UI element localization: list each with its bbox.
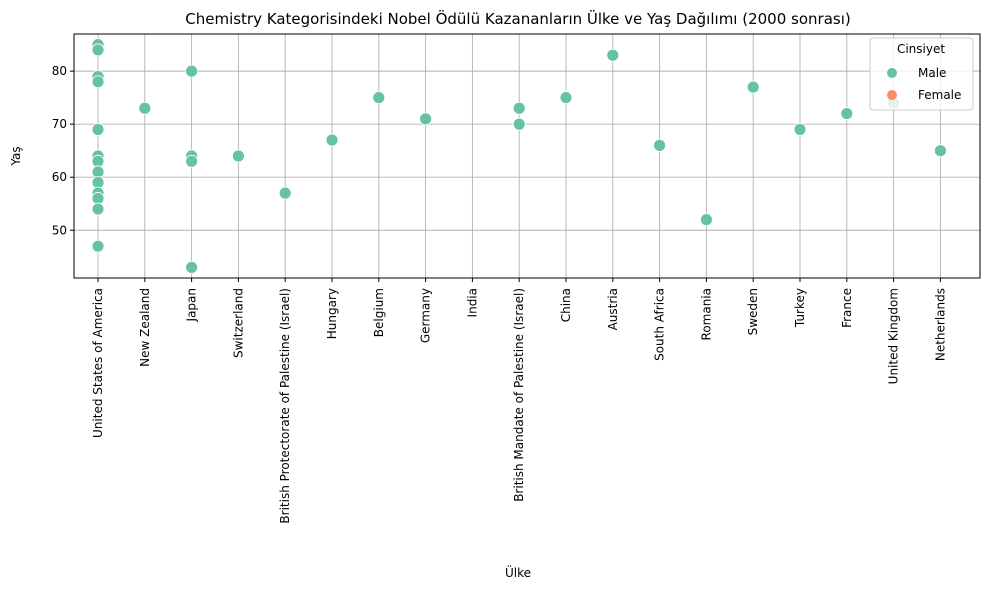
data-point-male [606,48,620,62]
x-tick-label-sweden: Sweden [746,288,760,335]
y-axis-label: Yaş [9,146,23,166]
data-point-male [91,43,105,57]
data-point-male [934,144,947,158]
data-point-male [793,123,807,136]
data-point-male [91,75,105,89]
legend-label-male: Male [918,66,946,80]
y-tick-label-50: 50 [52,223,67,237]
x-tick-label-china: China [559,288,573,322]
data-point-male [653,138,666,152]
x-tick-label-japan: Japan [185,288,199,322]
data-point-male [512,101,526,115]
x-tick-label-france: France [840,288,854,328]
x-tick-label-belgium: Belgium [372,288,386,337]
data-point-male [91,192,105,205]
y-tick-label-70: 70 [52,117,67,131]
data-point-male [559,91,573,105]
x-tick-label-hungary: Hungary [325,288,339,339]
grid-layer [74,34,980,278]
data-point-male [700,213,713,227]
x-tick-label-british-mandate-of-palestine-israel: British Mandate of Palestine (Israel) [512,288,526,502]
legend-marker-female [887,90,897,100]
data-point-male [91,154,105,168]
x-tick-label-united-states-of-america: United States of America [91,288,105,438]
data-point-male [512,117,526,131]
x-tick-label-austria: Austria [606,288,620,330]
x-tick-label-british-protectorate-of-palestine-israel: British Protectorate of Palestine (Israe… [278,288,292,524]
data-point-male [185,260,199,274]
y-tick-label-60: 60 [52,170,67,184]
legend-marker-male [887,68,897,78]
y-tick-label-80: 80 [52,64,67,78]
data-point-male [138,101,152,115]
x-tick-label-india: India [465,288,479,317]
x-tick-label-netherlands: Netherlands [933,288,947,361]
data-point-male [325,133,339,147]
data-point-male [231,149,245,163]
x-tick-label-new-zealand: New Zealand [138,288,152,367]
x-tick-label-turkey: Turkey [793,288,807,328]
data-point-male [278,186,292,200]
chart-title: Chemistry Kategorisindeki Nobel Ödülü Ka… [185,9,850,28]
data-point-male [840,107,854,120]
x-tick-label-united-kingdom: United Kingdom [887,288,901,384]
data-point-male [91,165,105,179]
x-axis-label: Ülke [505,564,531,580]
data-point-male [91,239,105,253]
data-point-male [185,154,199,168]
x-tick-label-romania: Romania [699,288,713,340]
data-point-male [372,91,386,105]
ticks-layer: United States of America New Zealand Japan… [52,64,948,523]
data-point-male [91,202,105,216]
x-tick-label-south-africa: South Africa [653,288,667,361]
x-tick-label-germany: Germany [419,288,433,343]
legend: Cinsiyet Male Female [869,37,974,111]
x-tick-label-switzerland: Switzerland [231,288,245,358]
data-point-male [746,80,760,94]
data-point-male [185,64,199,78]
data-point-male [91,176,105,189]
plot-frame [73,33,981,279]
legend-label-female: Female [918,88,961,102]
legend-title: Cinsiyet [897,42,945,56]
data-point-male [91,123,105,136]
data-point-male [419,112,433,126]
